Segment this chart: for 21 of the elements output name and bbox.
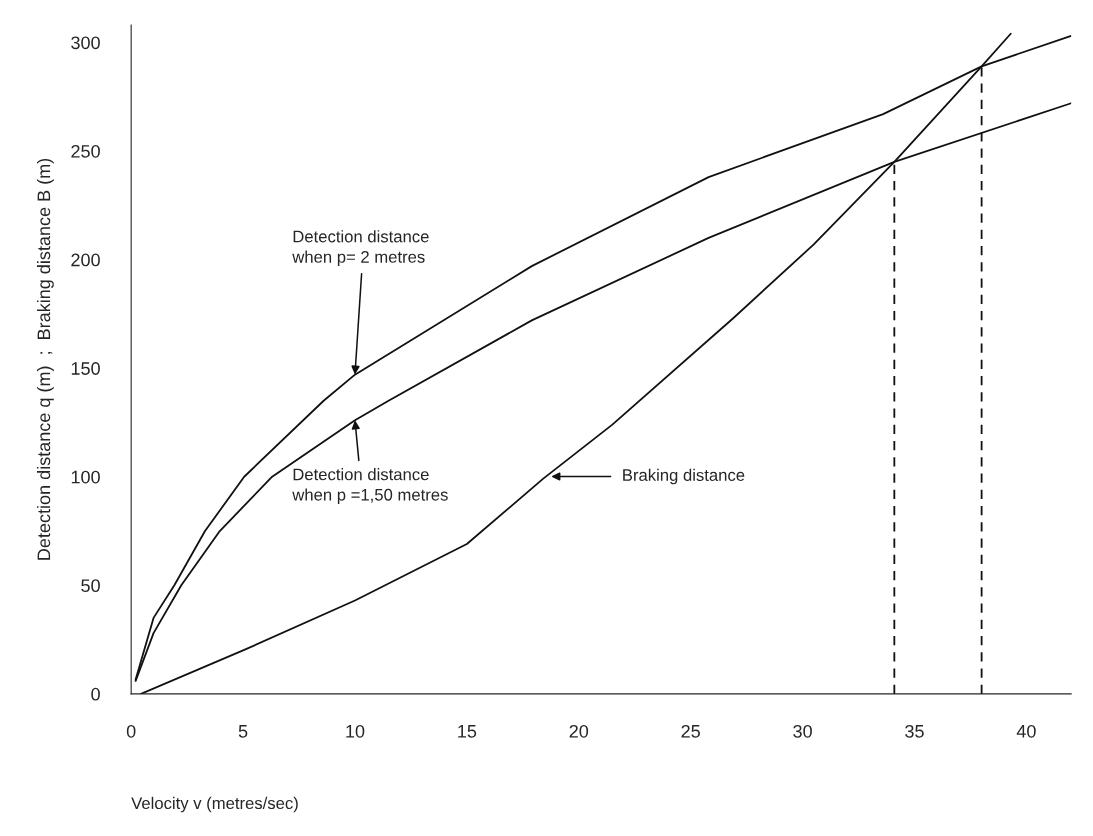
x-tick-label: 35 [905,724,924,738]
x-tick-label: 15 [458,725,477,738]
x-tick-label: 10 [346,724,365,738]
x-axis-title: Velocity v (metres/sec) [131,796,298,813]
y-tick-label: 200 [71,253,100,267]
x-tick-label: 25 [681,724,700,738]
x-tick-label: 0 [126,724,136,738]
y-tick-label: 150 [71,362,100,375]
y-tick-label: 100 [71,470,100,484]
y-tick-label: 50 [81,579,100,593]
y-tick-label: 0 [91,687,100,701]
y-axis-title: Detection distance q (m) ; Braking distance B (m) [36,158,54,560]
annotation: Detection distance when p= 2 metres [292,230,429,267]
x-tick-label: 20 [569,724,589,738]
x-tick-label: 5 [238,725,248,738]
y-tick-label: 300 [71,36,100,50]
x-tick-label: 40 [1016,724,1036,738]
y-tick-label: 250 [71,144,100,158]
annotation: Detection distance when p =1,50 metres [292,468,448,504]
x-tick-label: 30 [793,724,812,738]
annotation: Braking distance [623,468,745,485]
